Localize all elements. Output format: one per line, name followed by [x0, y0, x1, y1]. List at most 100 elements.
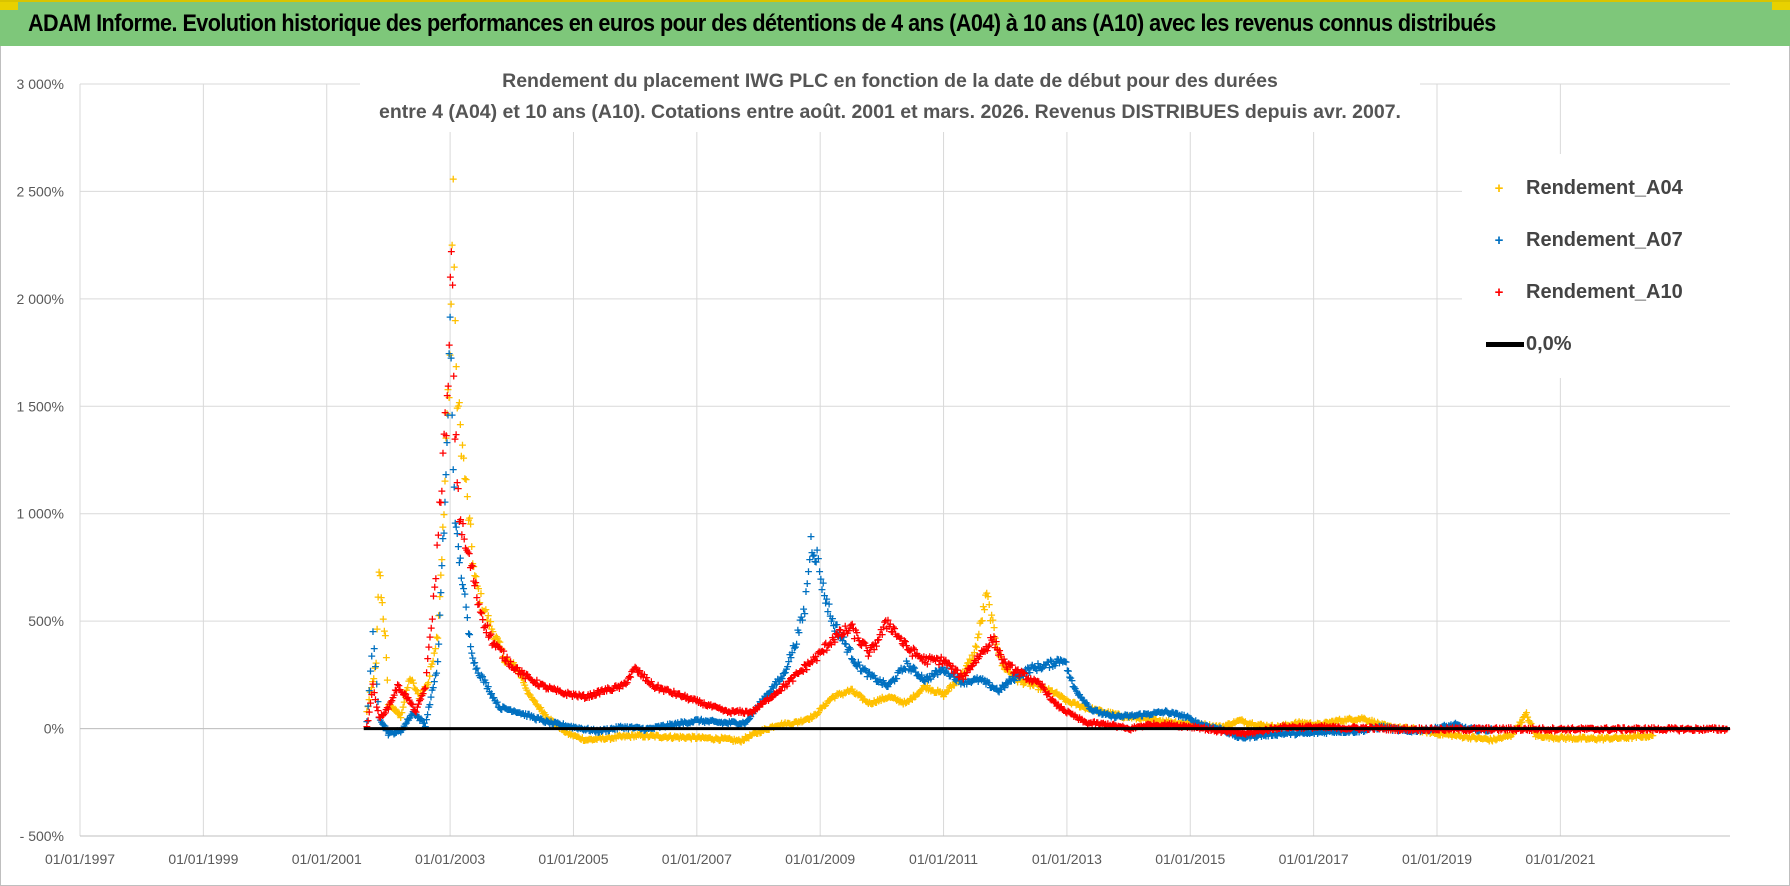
data-point: +: [909, 689, 918, 702]
data-point: +: [1018, 674, 1027, 687]
data-point: +: [955, 672, 964, 685]
data-point: +: [1098, 706, 1107, 719]
data-point: +: [479, 675, 488, 688]
data-point: +: [411, 683, 420, 696]
data-point: +: [371, 657, 380, 670]
y-axis-tick-labels: - 500% 0% 500% 1 000% 1 500% 2 000% 2 500% 3 00…: [17, 76, 64, 844]
data-point: +: [1177, 716, 1186, 729]
data-point: +: [402, 717, 411, 730]
data-point: +: [1237, 713, 1246, 726]
data-point: +: [362, 705, 371, 718]
data-point: +: [1550, 731, 1559, 744]
data-point: +: [1002, 661, 1011, 674]
data-point: +: [753, 727, 762, 740]
data-point: +: [1625, 729, 1634, 742]
data-point: +: [859, 692, 868, 705]
data-point: +: [615, 720, 624, 733]
data-point: +: [1169, 717, 1178, 730]
data-point: +: [422, 680, 431, 693]
data-point: +: [536, 712, 545, 725]
data-point: +: [831, 689, 840, 702]
data-point: +: [893, 693, 902, 706]
data-point: +: [470, 569, 479, 582]
data-point: +: [809, 708, 818, 721]
x-tick-label: 01/01/2015: [1155, 851, 1225, 867]
data-point: +: [1125, 711, 1134, 724]
data-point: +: [1345, 712, 1354, 725]
data-point: +: [796, 713, 805, 726]
data-point: +: [381, 629, 390, 642]
data-point: +: [1142, 711, 1151, 724]
data-point: +: [405, 711, 414, 724]
data-point: +: [527, 691, 536, 704]
data-point: +: [1170, 716, 1179, 729]
data-point: +: [1631, 729, 1640, 742]
data-point: +: [689, 730, 698, 743]
data-point: +: [429, 655, 438, 668]
data-point: +: [498, 700, 507, 713]
data-point: +: [384, 698, 393, 711]
data-point: +: [782, 719, 791, 732]
data-point: +: [980, 603, 989, 616]
data-point: +: [1494, 731, 1503, 744]
data-point: +: [426, 660, 435, 673]
data-point: +: [536, 701, 545, 714]
data-point: +: [803, 712, 812, 725]
data-point: +: [716, 734, 725, 747]
data-point: +: [495, 635, 504, 648]
data-point: +: [633, 728, 642, 741]
data-point: +: [1336, 715, 1345, 728]
data-point: +: [445, 348, 454, 361]
data-point: +: [1052, 686, 1061, 699]
data-point: +: [841, 687, 850, 700]
data-point: +: [1108, 706, 1117, 719]
data-point: +: [418, 684, 427, 697]
data-point: +: [638, 730, 647, 743]
data-point: +: [1342, 715, 1351, 728]
data-point: +: [463, 490, 472, 503]
data-point: +: [396, 725, 405, 738]
data-point: +: [616, 729, 625, 742]
data-point: +: [703, 732, 712, 745]
data-point: +: [424, 701, 433, 714]
data-point: +: [494, 701, 503, 714]
data-point: +: [1562, 731, 1571, 744]
data-point: +: [409, 677, 418, 690]
legend-marker-a04: +: [1472, 180, 1526, 197]
data-point: +: [505, 656, 514, 669]
data-point: +: [491, 697, 500, 710]
y-tick-label: 1 500%: [17, 398, 64, 414]
data-point: +: [1200, 717, 1209, 730]
data-point: +: [1491, 734, 1500, 747]
data-point: +: [1503, 730, 1512, 743]
data-point: +: [579, 734, 588, 747]
data-point: +: [465, 511, 474, 524]
data-point: +: [656, 719, 665, 732]
data-point: +: [718, 731, 727, 744]
data-point: +: [445, 338, 454, 351]
data-point: +: [646, 728, 655, 741]
data-point: +: [1560, 731, 1569, 744]
data-point: +: [886, 691, 895, 704]
data-point: +: [1089, 704, 1098, 717]
data-point: +: [1235, 713, 1244, 726]
data-point: +: [480, 673, 489, 686]
data-point: +: [912, 688, 921, 701]
data-point: +: [616, 720, 625, 733]
data-point: +: [1035, 679, 1044, 692]
data-point: +: [940, 686, 949, 699]
data-point: +: [852, 687, 861, 700]
data-point: +: [1372, 718, 1381, 731]
data-point: +: [1363, 715, 1372, 728]
data-point: +: [789, 717, 798, 730]
data-point: +: [870, 694, 879, 707]
data-point: +: [507, 658, 516, 671]
data-point: +: [476, 671, 485, 684]
data-point: +: [1541, 729, 1550, 742]
data-point: +: [1641, 730, 1650, 743]
data-point: +: [1355, 712, 1364, 725]
data-point: +: [1482, 732, 1491, 745]
data-point: +: [1551, 732, 1560, 745]
data-point: +: [1335, 712, 1344, 725]
data-point: +: [1458, 731, 1467, 744]
